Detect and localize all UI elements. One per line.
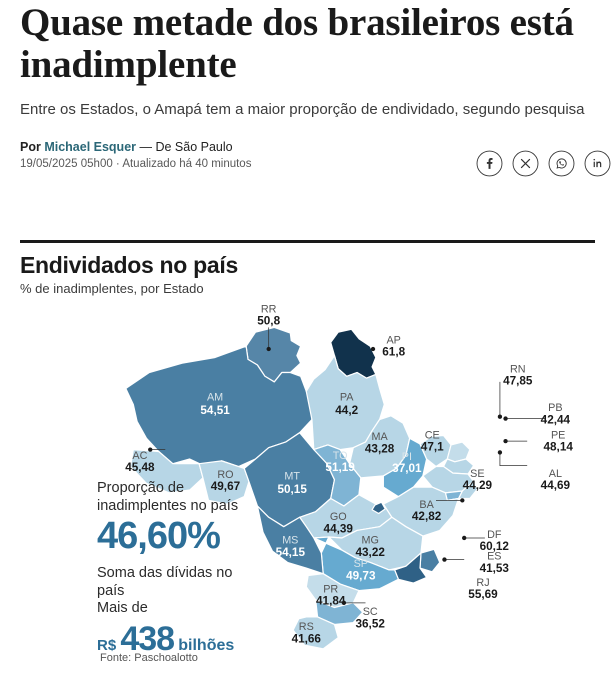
svg-text:RR: RR — [261, 303, 277, 315]
svg-text:41,84: 41,84 — [316, 595, 346, 608]
svg-text:42,82: 42,82 — [412, 510, 442, 523]
svg-text:48,14: 48,14 — [543, 441, 573, 454]
svg-text:DF: DF — [487, 529, 502, 541]
svg-text:PE: PE — [551, 429, 565, 441]
svg-text:36,52: 36,52 — [355, 617, 385, 630]
svg-text:55,69: 55,69 — [468, 588, 498, 601]
svg-text:PI: PI — [402, 451, 412, 463]
svg-text:SP: SP — [354, 558, 368, 570]
svg-text:61,8: 61,8 — [382, 346, 405, 359]
svg-text:43,28: 43,28 — [365, 443, 395, 456]
svg-text:CE: CE — [425, 429, 440, 441]
svg-text:AP: AP — [386, 334, 400, 346]
svg-text:50,15: 50,15 — [277, 483, 307, 496]
svg-text:RO: RO — [217, 469, 233, 481]
svg-text:44,69: 44,69 — [541, 479, 571, 492]
svg-text:51,19: 51,19 — [325, 461, 355, 474]
svg-text:47,1: 47,1 — [421, 441, 444, 454]
svg-text:MS: MS — [282, 535, 298, 547]
svg-text:RJ: RJ — [476, 577, 489, 589]
svg-text:37,01: 37,01 — [392, 462, 422, 475]
svg-text:AL: AL — [549, 468, 562, 480]
svg-text:49,73: 49,73 — [346, 569, 376, 582]
svg-text:43,22: 43,22 — [355, 546, 385, 559]
svg-text:MT: MT — [284, 471, 300, 483]
svg-text:MA: MA — [371, 431, 388, 443]
svg-text:PA: PA — [340, 392, 354, 404]
svg-text:TO: TO — [333, 450, 348, 462]
svg-text:44,2: 44,2 — [335, 404, 358, 417]
svg-text:AM: AM — [207, 392, 223, 404]
svg-text:BA: BA — [419, 499, 434, 511]
svg-text:54,15: 54,15 — [276, 546, 306, 559]
svg-text:41,53: 41,53 — [480, 562, 510, 575]
svg-text:42,44: 42,44 — [541, 413, 571, 426]
svg-text:50,8: 50,8 — [257, 315, 280, 328]
svg-text:SE: SE — [470, 468, 484, 480]
svg-text:44,39: 44,39 — [324, 522, 354, 535]
svg-text:41,66: 41,66 — [292, 632, 322, 645]
svg-text:PR: PR — [323, 584, 338, 596]
svg-text:54,51: 54,51 — [200, 404, 230, 417]
svg-text:RS: RS — [299, 621, 314, 633]
svg-text:PB: PB — [548, 402, 562, 414]
svg-text:MG: MG — [361, 535, 378, 547]
svg-text:GO: GO — [330, 511, 347, 523]
svg-text:RN: RN — [510, 364, 526, 376]
svg-text:AC: AC — [132, 450, 147, 462]
svg-text:ES: ES — [487, 551, 501, 563]
svg-text:45,48: 45,48 — [125, 461, 155, 474]
svg-text:44,29: 44,29 — [463, 479, 493, 492]
svg-text:SC: SC — [363, 606, 378, 618]
svg-text:47,85: 47,85 — [503, 375, 533, 388]
